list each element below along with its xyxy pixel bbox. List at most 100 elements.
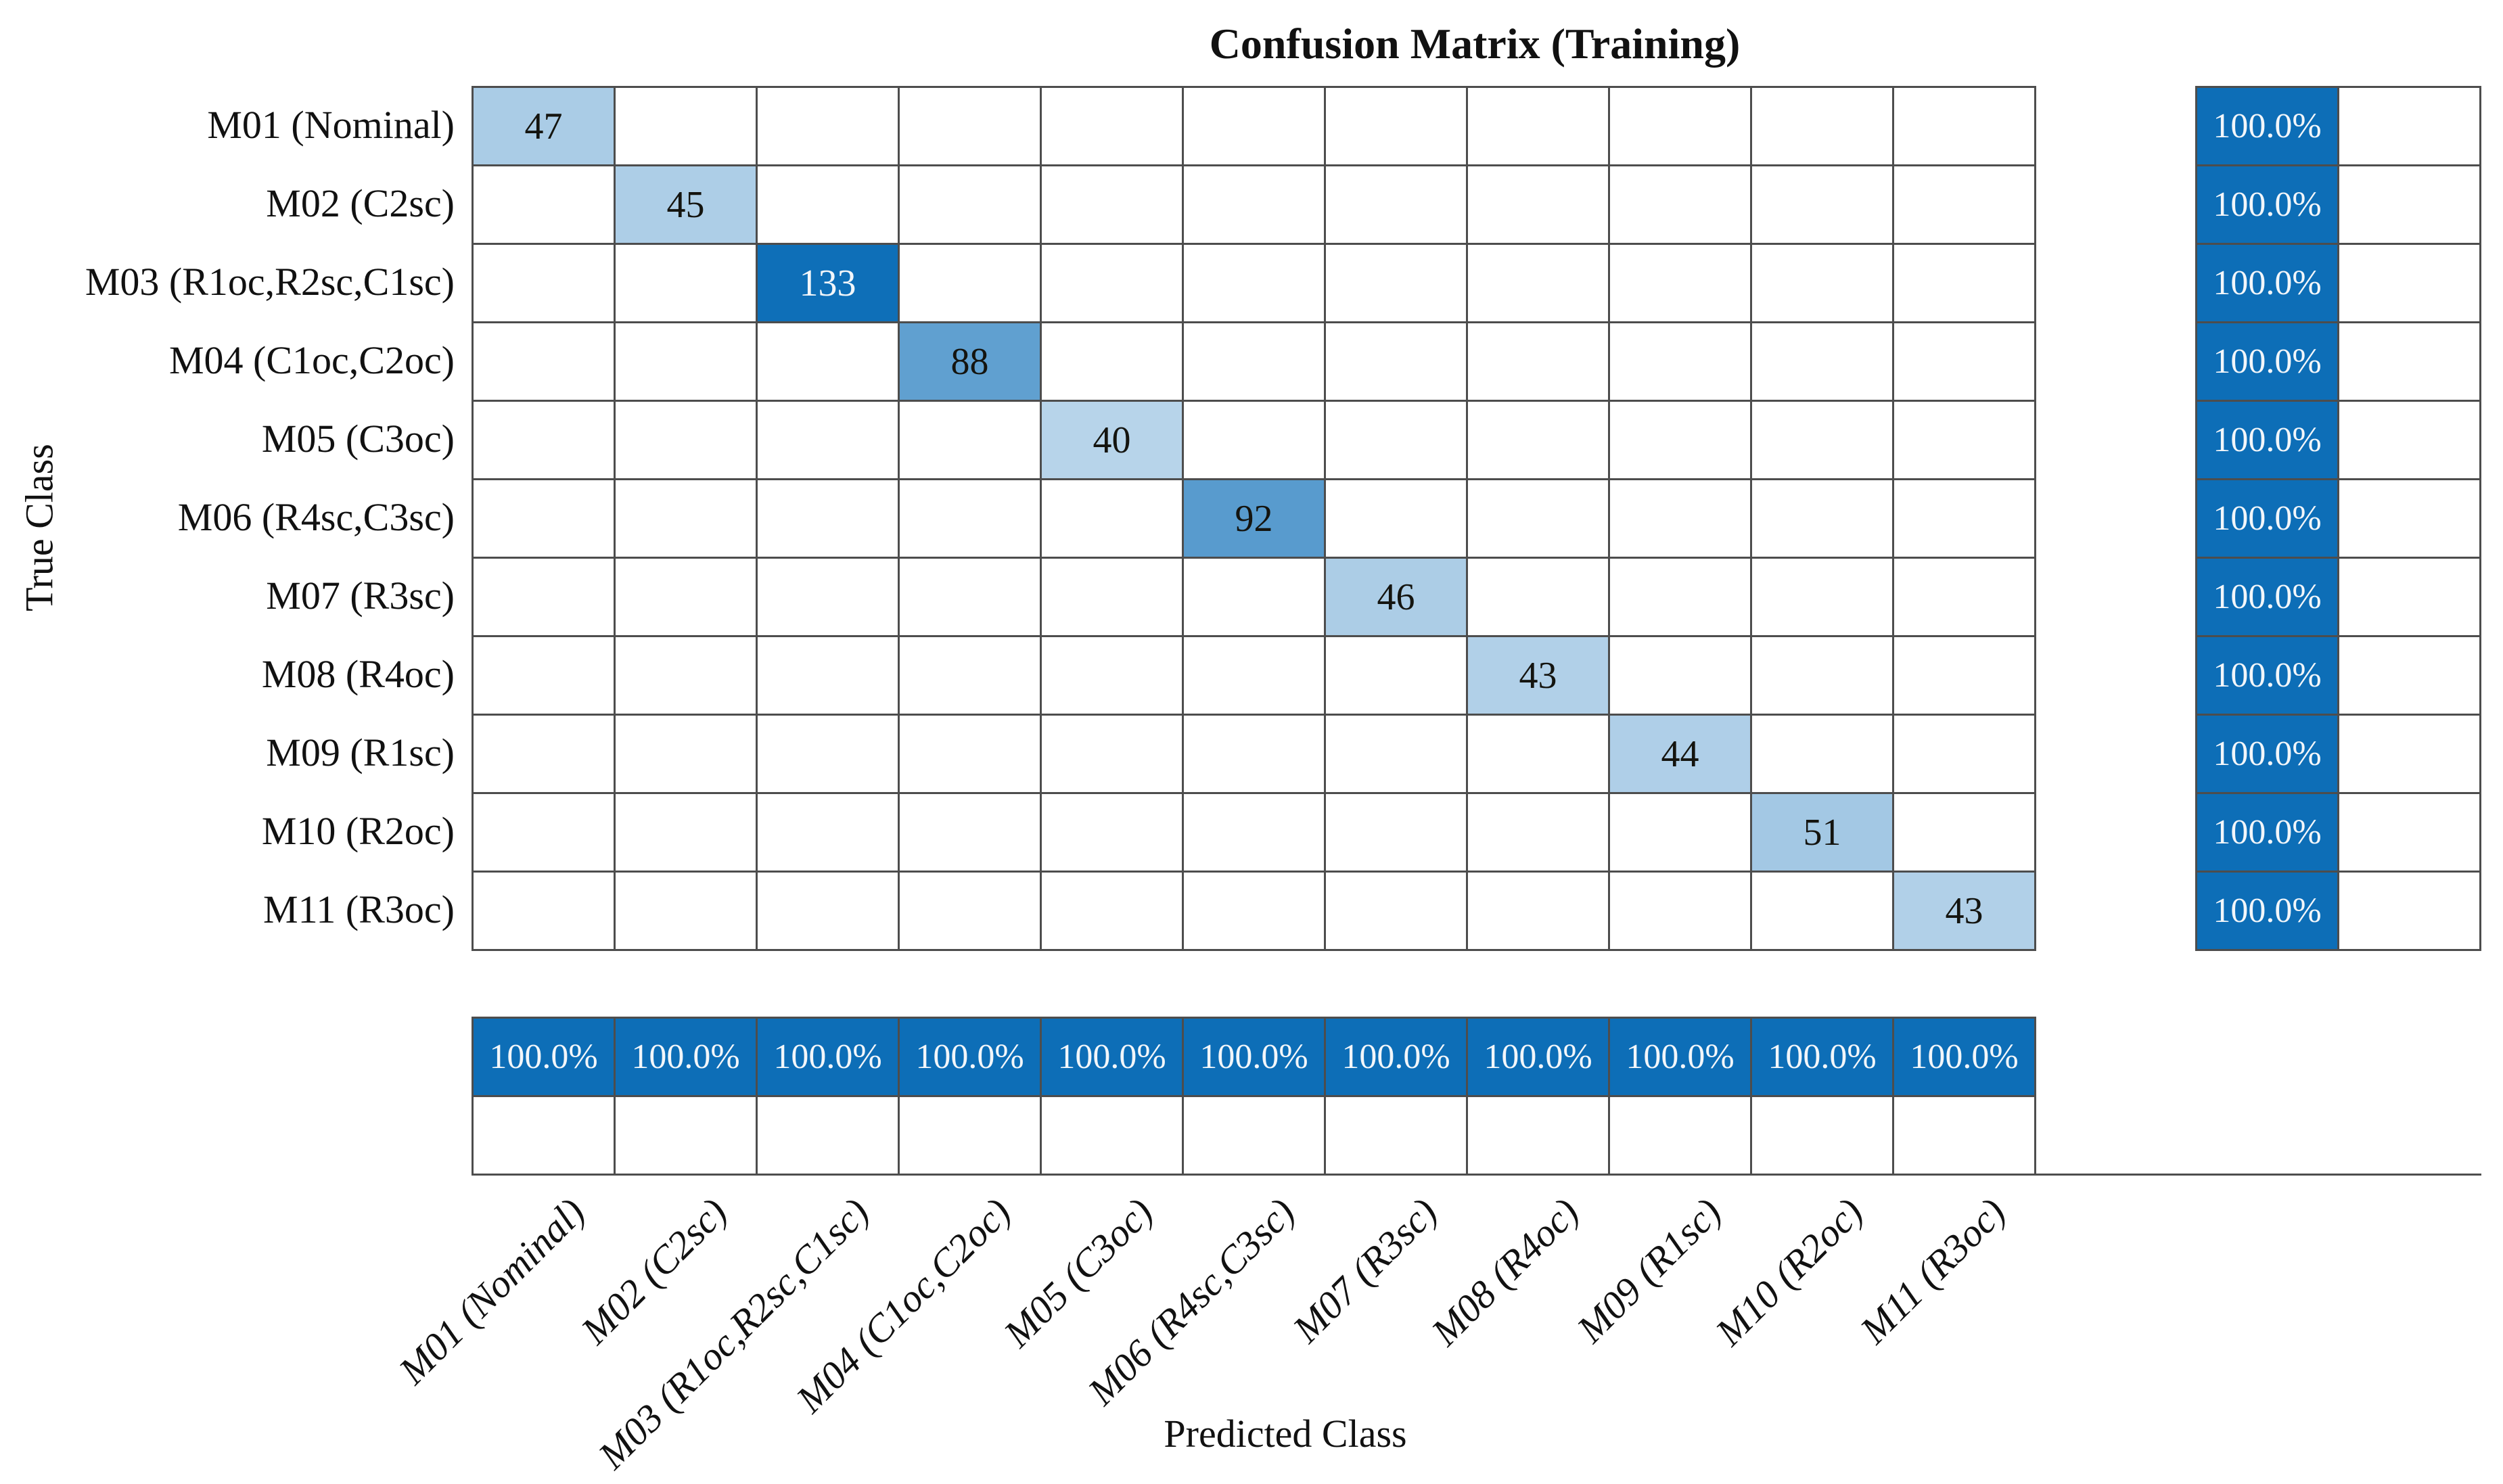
matrix-cell-empty [1184, 559, 1326, 637]
matrix-cell-empty [900, 480, 1042, 559]
matrix-cell-empty [1326, 480, 1468, 559]
matrix-cell-empty [474, 323, 616, 402]
matrix-cell-empty [1894, 166, 2036, 245]
matrix-cell-empty [1610, 88, 1752, 166]
matrix-cell-empty [474, 166, 616, 245]
matrix-cell-empty [1468, 88, 1610, 166]
matrix-cell-empty [616, 716, 758, 794]
matrix-cell-empty [1326, 873, 1468, 951]
matrix-cell-empty [1184, 166, 1326, 245]
row-summary-cell: 100.0% [2197, 402, 2339, 480]
matrix-cell-empty [1752, 480, 1894, 559]
matrix-cell-empty [474, 637, 616, 716]
column-summary-cell: 100.0% [616, 1019, 758, 1097]
row-summary-cell: 100.0% [2197, 637, 2339, 716]
matrix-cell-empty [1468, 323, 1610, 402]
y-tick-label: M05 (C3oc) [261, 417, 455, 461]
matrix-cell-empty [616, 873, 758, 951]
diagonal-cell: 51 [1752, 794, 1894, 873]
matrix-cell-empty [1468, 480, 1610, 559]
matrix-cell-empty [1184, 716, 1326, 794]
x-tick-label: M01 (Nominal) [390, 1189, 593, 1393]
column-summary-cell: 100.0% [758, 1019, 900, 1097]
row-summary-cell-empty [2339, 245, 2481, 323]
matrix-cell-empty [616, 794, 758, 873]
matrix-cell-empty [1894, 480, 2036, 559]
matrix-cell-empty [1752, 716, 1894, 794]
diagonal-cell: 43 [1894, 873, 2036, 951]
row-summary-cell: 100.0% [2197, 716, 2339, 794]
matrix-cell-empty [1184, 323, 1326, 402]
matrix-cell-empty [1468, 794, 1610, 873]
matrix-cell-empty [1184, 873, 1326, 951]
matrix-cell-empty [616, 559, 758, 637]
column-summary-cell-empty [900, 1097, 1042, 1176]
matrix-cell-empty [616, 402, 758, 480]
matrix-cell-empty [1326, 245, 1468, 323]
matrix-cell-empty [1326, 637, 1468, 716]
matrix-cell-empty [1042, 245, 1184, 323]
matrix-cell-empty [900, 794, 1042, 873]
matrix-cell-empty [1752, 559, 1894, 637]
column-summary-cell-empty [474, 1097, 616, 1176]
matrix-cell-empty [1752, 245, 1894, 323]
column-summary-cell-empty [1752, 1097, 1894, 1176]
row-summary-cell: 100.0% [2197, 166, 2339, 245]
matrix-cell-empty [616, 323, 758, 402]
matrix-cell-empty [1042, 166, 1184, 245]
column-summary-grid: 100.0% 100.0% 100.0% 100.0% 100.0% 100.0% 100.… [472, 1017, 2036, 1176]
matrix-cell-empty [900, 88, 1042, 166]
matrix-cell-empty [758, 873, 900, 951]
matrix-cell-empty [474, 480, 616, 559]
x-tick-label: M07 (R3sc) [1284, 1189, 1446, 1351]
row-summary-cell-empty [2339, 559, 2481, 637]
column-summary-cell: 100.0% [900, 1019, 1042, 1097]
diagonal-cell: 92 [1184, 480, 1326, 559]
matrix-cell-empty [1610, 794, 1752, 873]
diagonal-cell: 45 [616, 166, 758, 245]
matrix-cell-empty [1042, 323, 1184, 402]
row-summary-cell-empty [2339, 716, 2481, 794]
x-tick-label: M09 (R1sc) [1568, 1189, 1730, 1351]
matrix-cell-empty [900, 559, 1042, 637]
column-summary-cell-empty [1894, 1097, 2036, 1176]
x-axis-title: Predicted Class [1164, 1412, 1407, 1456]
matrix-cell-empty [758, 794, 900, 873]
matrix-cell-empty [1610, 480, 1752, 559]
column-summary-cell: 100.0% [1752, 1019, 1894, 1097]
matrix-cell-empty [1184, 637, 1326, 716]
matrix-cell-empty [900, 402, 1042, 480]
row-summary-cell: 100.0% [2197, 873, 2339, 951]
x-tick-label: M03 (R1oc,R2sc,C1sc) [589, 1189, 877, 1477]
column-summary-cell: 100.0% [1042, 1019, 1184, 1097]
column-summary-cell-empty [1468, 1097, 1610, 1176]
matrix-cell-empty [1326, 166, 1468, 245]
matrix-cell-empty [1752, 402, 1894, 480]
row-summary-cell-empty [2339, 402, 2481, 480]
matrix-cell-empty [1894, 402, 2036, 480]
column-summary-cell: 100.0% [1468, 1019, 1610, 1097]
matrix-cell-empty [1468, 402, 1610, 480]
row-summary-cell-empty [2339, 637, 2481, 716]
y-axis-title: True Class [17, 444, 62, 611]
matrix-cell-empty [1042, 559, 1184, 637]
matrix-cell-empty [1610, 637, 1752, 716]
column-summary-cell: 100.0% [474, 1019, 616, 1097]
matrix-cell-empty [1752, 166, 1894, 245]
matrix-cell-empty [1468, 559, 1610, 637]
matrix-cell-empty [1610, 323, 1752, 402]
y-tick-label: M06 (R4sc,C3sc) [177, 495, 455, 539]
matrix-cell-empty [1042, 88, 1184, 166]
y-tick-label: M04 (C1oc,C2oc) [168, 338, 455, 382]
matrix-cell-empty [1468, 873, 1610, 951]
row-summary-cell: 100.0% [2197, 323, 2339, 402]
matrix-cell-empty [1184, 402, 1326, 480]
matrix-cell-empty [1610, 873, 1752, 951]
column-summary-cell-empty [1184, 1097, 1326, 1176]
matrix-cell-empty [474, 559, 616, 637]
diagonal-cell: 47 [474, 88, 616, 166]
matrix-cell-empty [474, 402, 616, 480]
matrix-cell-empty [1042, 794, 1184, 873]
matrix-cell-empty [758, 480, 900, 559]
